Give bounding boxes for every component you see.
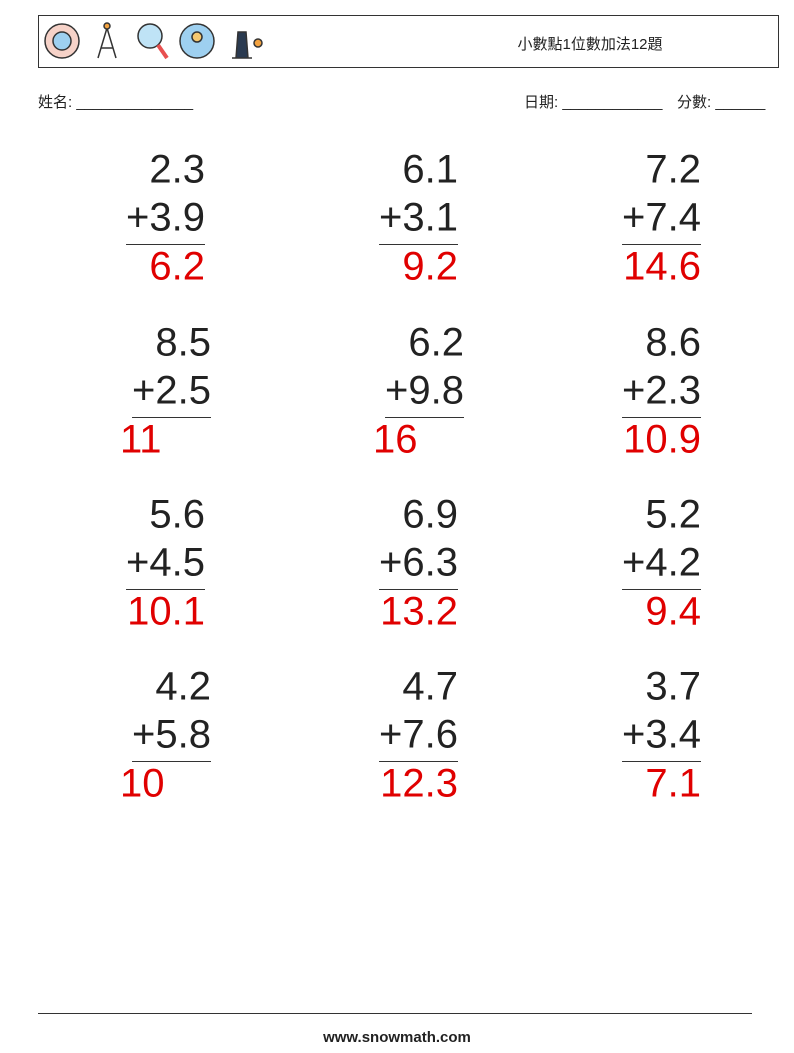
top-number: 6.1 <box>402 148 458 192</box>
top-number: 4.7 <box>402 665 458 709</box>
answer: 12.3 <box>380 762 458 806</box>
name-field: 姓名: ______________ <box>38 94 194 111</box>
answer: 10.9 <box>623 418 701 462</box>
addend: +3.9 <box>126 196 205 240</box>
addend: +5.8 <box>132 713 211 757</box>
top-number: 6.2 <box>408 321 464 365</box>
top-number: 8.6 <box>645 321 701 365</box>
title: 小數點1位數加法12題 <box>517 36 662 53</box>
answer: 13.2 <box>380 590 458 634</box>
addend: +6.3 <box>379 541 458 585</box>
answer: 16 <box>373 418 418 462</box>
addend: +2.3 <box>622 369 701 413</box>
addend: +4.2 <box>622 541 701 585</box>
addend: +7.4 <box>622 196 701 240</box>
answer: 14.6 <box>623 245 701 289</box>
footer-site: www.snowmath.com <box>322 1029 471 1046</box>
header-box <box>38 15 779 68</box>
top-number: 2.3 <box>149 148 205 192</box>
top-number: 6.9 <box>402 493 458 537</box>
date-field: 日期: ____________ <box>524 94 663 111</box>
answer: 9.4 <box>645 590 701 634</box>
header-icons <box>44 22 263 60</box>
addend: +4.5 <box>126 541 205 585</box>
answer: 10.1 <box>127 590 205 634</box>
answer: 9.2 <box>402 245 458 289</box>
top-number: 4.2 <box>155 665 211 709</box>
top-number: 7.2 <box>645 148 701 192</box>
addend: +7.6 <box>379 713 458 757</box>
top-number: 3.7 <box>645 665 701 709</box>
addend: +3.1 <box>379 196 458 240</box>
score-field: 分數: ______ <box>677 94 766 111</box>
top-number: 8.5 <box>155 321 211 365</box>
answer: 6.2 <box>149 245 205 289</box>
answer: 11 <box>120 418 162 462</box>
addend: +2.5 <box>132 369 211 413</box>
answer: 10 <box>120 762 165 806</box>
answer: 7.1 <box>645 762 701 806</box>
addend: +3.4 <box>622 713 701 757</box>
top-number: 5.2 <box>645 493 701 537</box>
top-number: 5.6 <box>149 493 205 537</box>
addend: +9.8 <box>385 369 464 413</box>
